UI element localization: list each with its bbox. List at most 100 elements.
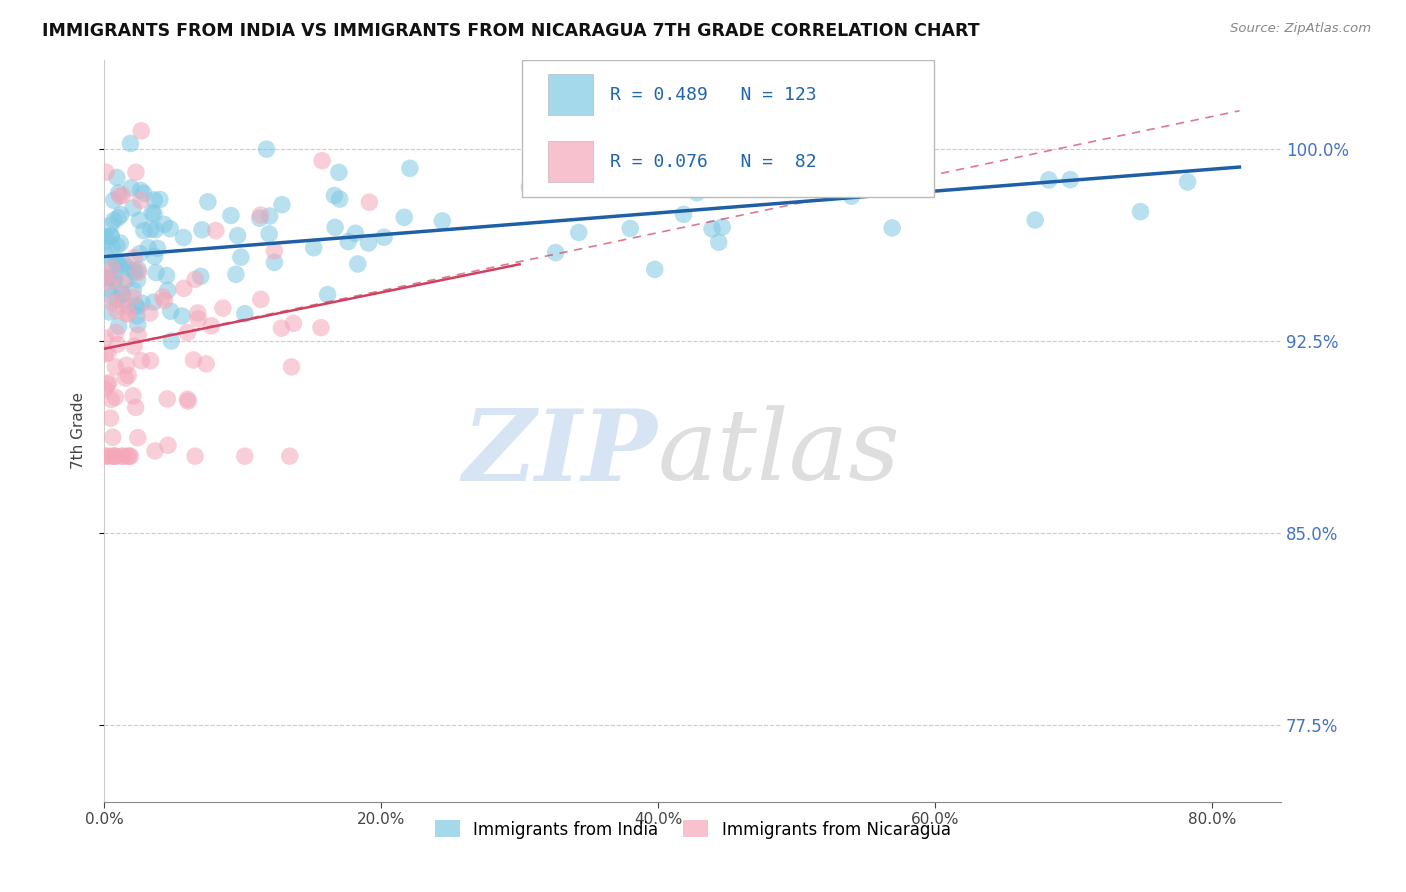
Point (177, 394, 200, 409)
Point (229, 250, 252, 264)
Point (346, 257, 368, 271)
Text: R = 0.489   N = 123: R = 0.489 N = 123 (610, 86, 817, 103)
Point (568, 226, 591, 240)
Point (311, 153, 333, 168)
Point (152, 290, 174, 304)
Point (155, 268, 177, 283)
Point (159, 304, 181, 318)
Point (103, 274, 125, 288)
Point (249, 211, 271, 226)
Point (127, 318, 149, 332)
Point (392, 211, 415, 225)
Point (263, 244, 285, 258)
Point (108, 258, 131, 272)
Point (249, 208, 271, 222)
Point (143, 207, 166, 221)
Point (359, 195, 381, 210)
Point (184, 449, 207, 463)
Point (129, 124, 152, 138)
Point (125, 299, 148, 313)
Point (141, 206, 163, 220)
Point (100, 229, 122, 244)
Point (309, 320, 332, 334)
Point (128, 213, 150, 227)
Point (105, 256, 128, 270)
Point (131, 353, 153, 368)
Point (225, 268, 247, 282)
Point (328, 165, 350, 179)
Point (94, 270, 117, 285)
Point (156, 284, 179, 298)
Point (170, 309, 193, 323)
Point (98, 260, 121, 274)
Point (160, 334, 183, 348)
Point (107, 319, 129, 334)
Point (139, 353, 162, 368)
Point (127, 262, 149, 277)
Point (139, 306, 162, 320)
Point (115, 307, 138, 321)
Point (101, 295, 124, 310)
Point (686, 186, 709, 200)
Point (104, 326, 127, 340)
Point (100, 392, 122, 407)
Point (112, 256, 135, 270)
Point (1059, 172, 1081, 186)
Point (122, 201, 145, 215)
Point (711, 219, 734, 234)
Point (101, 261, 124, 276)
FancyBboxPatch shape (548, 141, 592, 182)
Point (131, 296, 153, 310)
Point (562, 177, 585, 191)
Point (323, 220, 346, 235)
Point (100, 411, 122, 425)
Point (153, 293, 176, 308)
Point (94, 165, 117, 179)
Point (104, 449, 127, 463)
Point (104, 449, 127, 463)
Point (1024, 213, 1046, 227)
Point (111, 287, 134, 301)
Text: Source: ZipAtlas.com: Source: ZipAtlas.com (1230, 22, 1371, 36)
Point (111, 277, 134, 291)
Point (120, 449, 142, 463)
Point (94, 382, 117, 396)
Point (668, 157, 690, 171)
Point (1177, 175, 1199, 189)
Point (122, 389, 145, 403)
Point (94, 229, 117, 244)
Point (107, 186, 129, 200)
Point (100, 289, 122, 303)
Point (114, 371, 136, 385)
Point (176, 326, 198, 340)
Point (120, 181, 142, 195)
Point (329, 192, 352, 206)
Point (547, 157, 569, 171)
Text: ZIP: ZIP (463, 405, 658, 501)
Point (142, 295, 165, 310)
Point (97, 277, 120, 291)
Point (173, 230, 195, 244)
Point (94, 449, 117, 463)
Point (132, 186, 155, 201)
Point (94, 331, 117, 345)
Point (256, 142, 278, 156)
Point (337, 235, 360, 249)
Point (204, 223, 226, 237)
Point (103, 194, 125, 208)
Point (619, 221, 641, 235)
Point (120, 136, 142, 151)
Point (143, 193, 166, 207)
Point (124, 263, 146, 277)
Point (1129, 204, 1152, 219)
Point (250, 293, 273, 307)
Point (110, 236, 132, 251)
Point (373, 230, 395, 244)
Point (146, 241, 169, 255)
Point (94, 270, 117, 285)
FancyBboxPatch shape (548, 74, 592, 115)
Point (195, 357, 218, 371)
Point (94, 347, 117, 361)
Point (117, 368, 139, 383)
Point (115, 359, 138, 373)
